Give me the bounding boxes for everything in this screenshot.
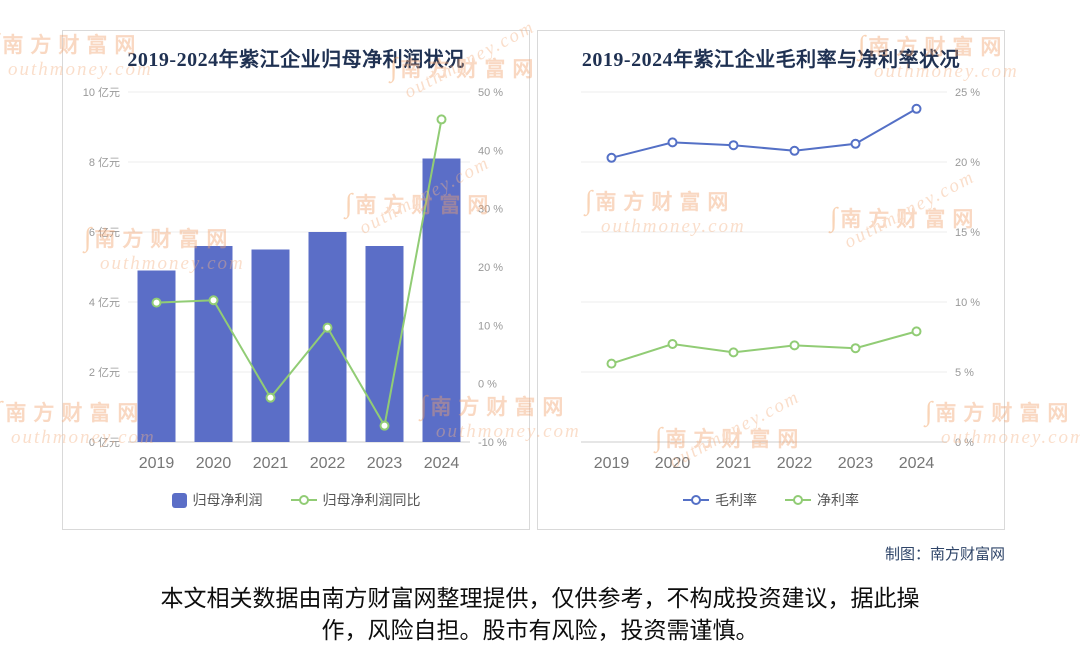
legend-label-gross-margin: 毛利率 <box>715 492 757 508</box>
svg-text:-10 %: -10 % <box>478 437 507 449</box>
svg-text:0 亿元: 0 亿元 <box>89 436 120 449</box>
margin-chart-legend: 毛利率 净利率 <box>538 486 1004 514</box>
svg-text:2021: 2021 <box>253 455 289 472</box>
chart-credit: 制图：南方财富网 <box>884 546 1005 563</box>
bar-series-marker <box>171 492 187 508</box>
svg-text:0 %: 0 % <box>478 379 497 391</box>
net-profit-chart: 0 亿元 2 亿元 4 亿元 6 亿元 8 亿元 10 亿元 -10 % 0 % 10 % 20 … <box>83 86 507 472</box>
line-series-marker <box>683 494 709 506</box>
legend-item-gross-margin: 毛利率 <box>683 490 757 510</box>
margin-chart-title: 2019-2024年紫江企业毛利率与净利率状况 <box>581 49 961 71</box>
svg-text:30 %: 30 % <box>478 204 503 216</box>
svg-text:50 %: 50 % <box>478 87 503 99</box>
disclaimer-line1: 本文相关数据由南方财富网整理提供，仅供参考，不构成投资建议，据此操 <box>160 585 920 611</box>
net-profit-chart-panel: 2019-2024年紫江企业归母净利润状况 0 亿元 2 亿元 4 亿元 6 亿元 8 … <box>62 30 530 530</box>
svg-text:0 %: 0 % <box>955 437 974 449</box>
svg-text:2020: 2020 <box>655 455 691 472</box>
line-series-marker <box>785 494 811 506</box>
svg-text:4 亿元: 4 亿元 <box>89 296 120 309</box>
svg-text:2022: 2022 <box>310 455 346 472</box>
disclaimer-line2: 作，风险自担。股市有风险，投资需谨慎。 <box>321 617 759 644</box>
margin-chart-panel: 2019-2024年紫江企业毛利率与净利率状况 0 % 5 % 10 % 15 % 20… <box>537 30 1005 530</box>
southmoney-logo-icon: ∫ <box>0 396 2 426</box>
svg-text:2024: 2024 <box>899 455 935 472</box>
legend-label-net-profit-yoy: 归母净利润同比 <box>322 492 421 508</box>
svg-text:40 %: 40 % <box>478 145 503 157</box>
svg-text:15 %: 15 % <box>955 227 980 239</box>
svg-text:2 亿元: 2 亿元 <box>89 366 120 379</box>
svg-text:2020: 2020 <box>196 455 232 472</box>
svg-text:10 亿元: 10 亿元 <box>83 86 120 99</box>
net-profit-chart-title: 2019-2024年紫江企业归母净利润状况 <box>127 49 465 71</box>
svg-text:2021: 2021 <box>716 455 752 472</box>
svg-text:2019: 2019 <box>594 455 630 472</box>
svg-text:5 %: 5 % <box>955 367 974 379</box>
svg-text:25 %: 25 % <box>955 87 980 99</box>
svg-text:8 亿元: 8 亿元 <box>89 156 120 169</box>
svg-text:20 %: 20 % <box>478 262 503 274</box>
svg-text:2023: 2023 <box>367 455 403 472</box>
svg-text:20 %: 20 % <box>955 157 980 169</box>
disclaimer: 本文相关数据由南方财富网整理提供，仅供参考，不构成投资建议，据此操 作，风险自担… <box>0 582 1080 646</box>
legend-label-net-margin: 净利率 <box>817 492 859 508</box>
svg-text:2019: 2019 <box>139 455 175 472</box>
svg-text:2022: 2022 <box>777 455 813 472</box>
svg-text:6 亿元: 6 亿元 <box>89 226 120 239</box>
margin-chart: 0 % 5 % 10 % 15 % 20 % 25 % 2019 2020 2021 2022 20… <box>581 87 980 472</box>
legend-item-net-profit: 归母净利润 <box>171 490 263 510</box>
svg-text:10 %: 10 % <box>478 320 503 332</box>
legend-label-net-profit: 归母净利润 <box>192 492 263 508</box>
line-series-marker <box>290 494 317 506</box>
legend-item-net-margin: 净利率 <box>785 490 859 510</box>
net-profit-chart-legend: 归母净利润 归母净利润同比 <box>63 486 529 514</box>
svg-text:2024: 2024 <box>424 455 460 472</box>
svg-text:2023: 2023 <box>838 455 874 472</box>
legend-item-net-profit-yoy: 归母净利润同比 <box>290 490 421 510</box>
svg-text:10 %: 10 % <box>955 297 980 309</box>
